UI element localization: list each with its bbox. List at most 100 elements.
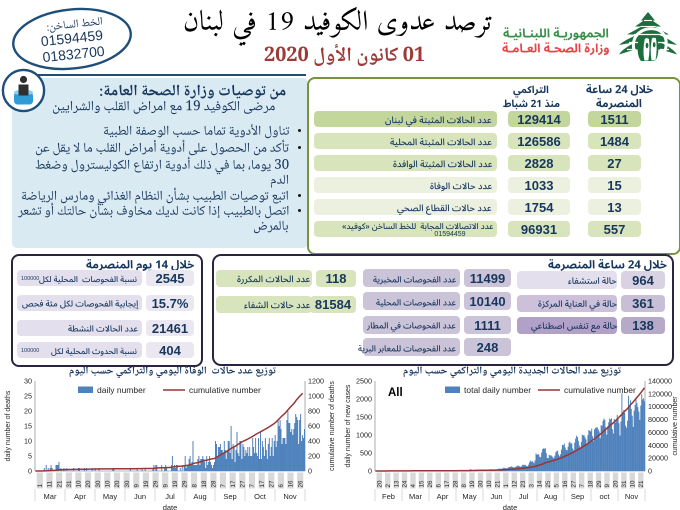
svg-text:0: 0 [308, 467, 312, 476]
svg-text:80000: 80000 [648, 415, 668, 424]
svg-text:18: 18 [587, 480, 594, 487]
svg-text:9: 9 [133, 484, 140, 488]
svg-text:31: 31 [66, 480, 73, 487]
svg-text:600: 600 [308, 422, 320, 431]
svg-text:27: 27 [268, 480, 275, 487]
svg-text:15: 15 [24, 422, 32, 431]
svg-text:20: 20 [114, 480, 121, 487]
svg-text:1500: 1500 [356, 413, 372, 422]
svg-text:14: 14 [537, 480, 544, 487]
svg-text:4: 4 [410, 484, 417, 488]
svg-text:Sep: Sep [223, 492, 236, 501]
svg-text:10: 10 [105, 480, 112, 487]
svg-text:16: 16 [288, 480, 295, 487]
svg-text:date: date [503, 503, 518, 510]
svg-text:Aug: Aug [544, 492, 557, 501]
svg-text:2000: 2000 [356, 395, 372, 404]
svg-text:26: 26 [427, 480, 434, 487]
svg-text:1000: 1000 [308, 392, 324, 401]
svg-text:Jul: Jul [519, 492, 529, 501]
svg-text:date: date [163, 503, 178, 510]
svg-text:27: 27 [240, 480, 247, 487]
svg-text:1000: 1000 [356, 431, 372, 440]
svg-text:15: 15 [419, 480, 426, 487]
svg-text:20: 20 [24, 407, 32, 416]
svg-text:18: 18 [201, 480, 208, 487]
svg-text:daily number: daily number [97, 385, 146, 395]
svg-text:24: 24 [402, 480, 409, 487]
svg-text:1: 1 [503, 484, 510, 488]
svg-text:5: 5 [28, 452, 32, 461]
svg-text:19: 19 [172, 480, 179, 487]
svg-text:2500: 2500 [356, 377, 372, 386]
svg-text:All: All [388, 387, 403, 399]
svg-text:cumulative number: cumulative number [189, 385, 261, 395]
svg-text:May: May [103, 492, 117, 501]
svg-text:0: 0 [28, 467, 32, 476]
svg-text:10: 10 [630, 480, 637, 487]
svg-text:200: 200 [308, 452, 320, 461]
svg-text:0: 0 [648, 467, 652, 476]
svg-text:20: 20 [85, 480, 92, 487]
svg-text:27: 27 [571, 480, 578, 487]
svg-text:oct: oct [599, 492, 610, 501]
svg-text:7: 7 [579, 484, 586, 488]
svg-text:1200: 1200 [308, 377, 324, 386]
svg-text:9: 9 [162, 484, 169, 488]
svg-text:29: 29 [153, 480, 160, 487]
svg-text:500: 500 [360, 449, 372, 458]
svg-text:7: 7 [249, 484, 256, 488]
svg-text:28: 28 [211, 480, 218, 487]
svg-text:19: 19 [143, 480, 150, 487]
svg-text:Nov: Nov [283, 492, 297, 501]
svg-text:30: 30 [124, 480, 131, 487]
svg-text:21: 21 [56, 480, 63, 487]
svg-text:Jul: Jul [165, 492, 175, 501]
svg-text:Sep: Sep [571, 492, 584, 501]
svg-text:60000: 60000 [648, 428, 668, 437]
svg-text:8: 8 [191, 484, 198, 488]
svg-text:31: 31 [621, 480, 628, 487]
svg-text:Nov: Nov [625, 492, 639, 501]
svg-text:12: 12 [511, 480, 518, 487]
svg-text:Mar: Mar [44, 492, 57, 501]
svg-text:10: 10 [76, 480, 83, 487]
svg-text:19: 19 [469, 480, 476, 487]
svg-text:13: 13 [393, 480, 400, 487]
svg-text:Aug: Aug [193, 492, 206, 501]
svg-text:20: 20 [376, 480, 383, 487]
svg-text:0: 0 [368, 467, 372, 476]
svg-text:29: 29 [182, 480, 189, 487]
svg-text:10: 10 [486, 480, 493, 487]
svg-text:8: 8 [461, 484, 468, 488]
svg-text:21: 21 [638, 480, 645, 487]
svg-text:Feb: Feb [382, 492, 395, 501]
svg-text:6: 6 [436, 484, 443, 488]
svg-text:3: 3 [528, 484, 535, 488]
svg-text:40000: 40000 [648, 441, 668, 450]
svg-text:25: 25 [545, 480, 552, 487]
svg-text:10: 10 [24, 437, 32, 446]
svg-text:17: 17 [230, 480, 237, 487]
svg-text:9: 9 [604, 484, 611, 488]
svg-text:30: 30 [24, 377, 32, 386]
svg-text:21: 21 [495, 480, 502, 487]
svg-text:23: 23 [520, 480, 527, 487]
svg-text:total daily number: total daily number [464, 385, 531, 395]
svg-text:Jun: Jun [134, 492, 146, 501]
svg-text:7: 7 [220, 484, 227, 488]
svg-text:400: 400 [308, 437, 320, 446]
svg-text:Jun: Jun [490, 492, 502, 501]
svg-text:17: 17 [444, 480, 451, 487]
svg-text:100000: 100000 [648, 402, 672, 411]
svg-text:May: May [462, 492, 476, 501]
svg-text:Apr: Apr [437, 492, 449, 501]
svg-text:17: 17 [259, 480, 266, 487]
svg-text:26: 26 [297, 480, 304, 487]
svg-text:6: 6 [278, 484, 285, 488]
svg-text:800: 800 [308, 407, 320, 416]
svg-text:Mar: Mar [409, 492, 422, 501]
svg-text:16: 16 [562, 480, 569, 487]
svg-text:Apr: Apr [74, 492, 86, 501]
svg-text:29: 29 [596, 480, 603, 487]
